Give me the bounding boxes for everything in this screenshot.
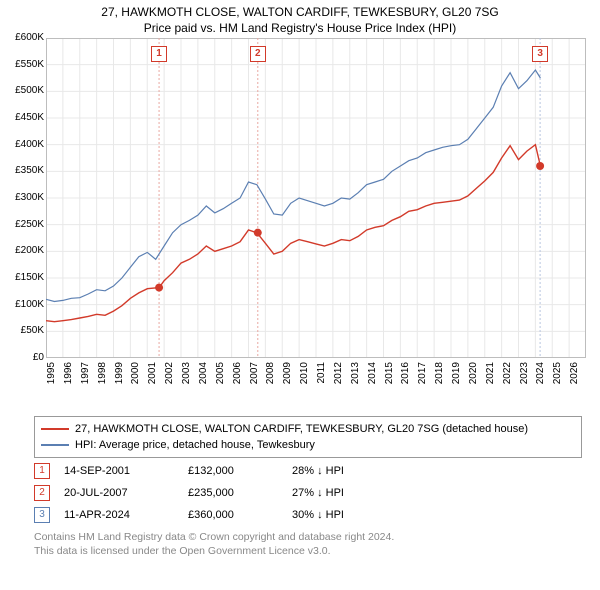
x-tick-label: 2022: [502, 362, 513, 402]
y-tick-label: £450K: [0, 112, 44, 123]
x-tick-label: 1996: [63, 362, 74, 402]
sale-marker-3: 3: [532, 46, 548, 62]
legend-row: HPI: Average price, detached house, Tewk…: [41, 437, 575, 453]
x-tick-label: 2018: [434, 362, 445, 402]
y-tick-label: £600K: [0, 32, 44, 43]
x-tick-label: 2001: [147, 362, 158, 402]
transaction-diff: 30% ↓ HPI: [292, 509, 412, 521]
x-tick-label: 2013: [350, 362, 361, 402]
x-tick-label: 2002: [164, 362, 175, 402]
x-tick-label: 2000: [130, 362, 141, 402]
plot-area: 1 2 3: [46, 38, 586, 358]
x-tick-label: 2016: [400, 362, 411, 402]
x-tick-label: 2009: [282, 362, 293, 402]
y-tick-label: £300K: [0, 192, 44, 203]
transaction-date: 20-JUL-2007: [64, 487, 174, 499]
transaction-row: 2 20-JUL-2007 £235,000 27% ↓ HPI: [34, 482, 568, 504]
transaction-marker: 2: [34, 485, 50, 501]
x-tick-label: 2011: [316, 362, 327, 402]
x-tick-label: 2010: [299, 362, 310, 402]
title-line2: Price paid vs. HM Land Registry's House …: [0, 20, 600, 36]
legend-swatch: [41, 428, 69, 430]
chart-zone: £0 £50K £100K £150K £200K £250K £300K £350K £400…: [0, 38, 600, 378]
y-tick-label: £150K: [0, 272, 44, 283]
sale-marker-2: 2: [250, 46, 266, 62]
transaction-marker: 1: [34, 463, 50, 479]
transaction-price: £235,000: [188, 487, 278, 499]
transaction-diff: 28% ↓ HPI: [292, 465, 412, 477]
y-tick-label: £550K: [0, 59, 44, 70]
x-tick-label: 2021: [485, 362, 496, 402]
transactions-table: 1 14-SEP-2001 £132,000 28% ↓ HPI 2 20-JUL-200…: [34, 460, 568, 526]
x-tick-label: 2023: [519, 362, 530, 402]
x-tick-label: 2014: [367, 362, 378, 402]
legend-label: 27, HAWKMOTH CLOSE, WALTON CARDIFF, TEWK…: [75, 423, 528, 435]
y-tick-label: £0: [0, 352, 44, 363]
y-tick-label: £200K: [0, 245, 44, 256]
y-tick-label: £250K: [0, 219, 44, 230]
x-tick-label: 1995: [46, 362, 57, 402]
transaction-diff: 27% ↓ HPI: [292, 487, 412, 499]
transaction-date: 14-SEP-2001: [64, 465, 174, 477]
x-tick-label: 2007: [249, 362, 260, 402]
title-line1: 27, HAWKMOTH CLOSE, WALTON CARDIFF, TEWK…: [101, 5, 498, 19]
x-tick-label: 1999: [114, 362, 125, 402]
transaction-price: £132,000: [188, 465, 278, 477]
x-tick-label: 2026: [569, 362, 580, 402]
x-tick-label: 2017: [417, 362, 428, 402]
legend-box: 27, HAWKMOTH CLOSE, WALTON CARDIFF, TEWK…: [34, 416, 582, 458]
transaction-date: 11-APR-2024: [64, 509, 174, 521]
x-tick-label: 2012: [333, 362, 344, 402]
transaction-row: 1 14-SEP-2001 £132,000 28% ↓ HPI: [34, 460, 568, 482]
y-tick-label: £500K: [0, 85, 44, 96]
y-tick-label: £350K: [0, 165, 44, 176]
y-tick-label: £400K: [0, 139, 44, 150]
sale-marker-1: 1: [151, 46, 167, 62]
x-tick-label: 2019: [451, 362, 462, 402]
x-tick-label: 2005: [215, 362, 226, 402]
x-tick-label: 2020: [468, 362, 479, 402]
x-tick-label: 1997: [80, 362, 91, 402]
footer-line2: This data is licensed under the Open Gov…: [34, 544, 568, 558]
footer-line1: Contains HM Land Registry data © Crown c…: [34, 530, 568, 544]
x-tick-label: 2006: [232, 362, 243, 402]
legend-row: 27, HAWKMOTH CLOSE, WALTON CARDIFF, TEWK…: [41, 421, 575, 437]
x-tick-label: 2025: [552, 362, 563, 402]
x-tick-label: 2015: [384, 362, 395, 402]
chart-title: 27, HAWKMOTH CLOSE, WALTON CARDIFF, TEWK…: [0, 0, 600, 36]
footer-attribution: Contains HM Land Registry data © Crown c…: [34, 530, 568, 558]
transaction-marker: 3: [34, 507, 50, 523]
x-tick-label: 2003: [181, 362, 192, 402]
y-tick-label: £100K: [0, 299, 44, 310]
x-tick-label: 2008: [265, 362, 276, 402]
legend-swatch: [41, 444, 69, 446]
y-tick-label: £50K: [0, 325, 44, 336]
x-tick-label: 2004: [198, 362, 209, 402]
transaction-row: 3 11-APR-2024 £360,000 30% ↓ HPI: [34, 504, 568, 526]
x-tick-label: 1998: [97, 362, 108, 402]
transaction-price: £360,000: [188, 509, 278, 521]
x-tick-label: 2024: [535, 362, 546, 402]
legend-label: HPI: Average price, detached house, Tewk…: [75, 439, 315, 451]
